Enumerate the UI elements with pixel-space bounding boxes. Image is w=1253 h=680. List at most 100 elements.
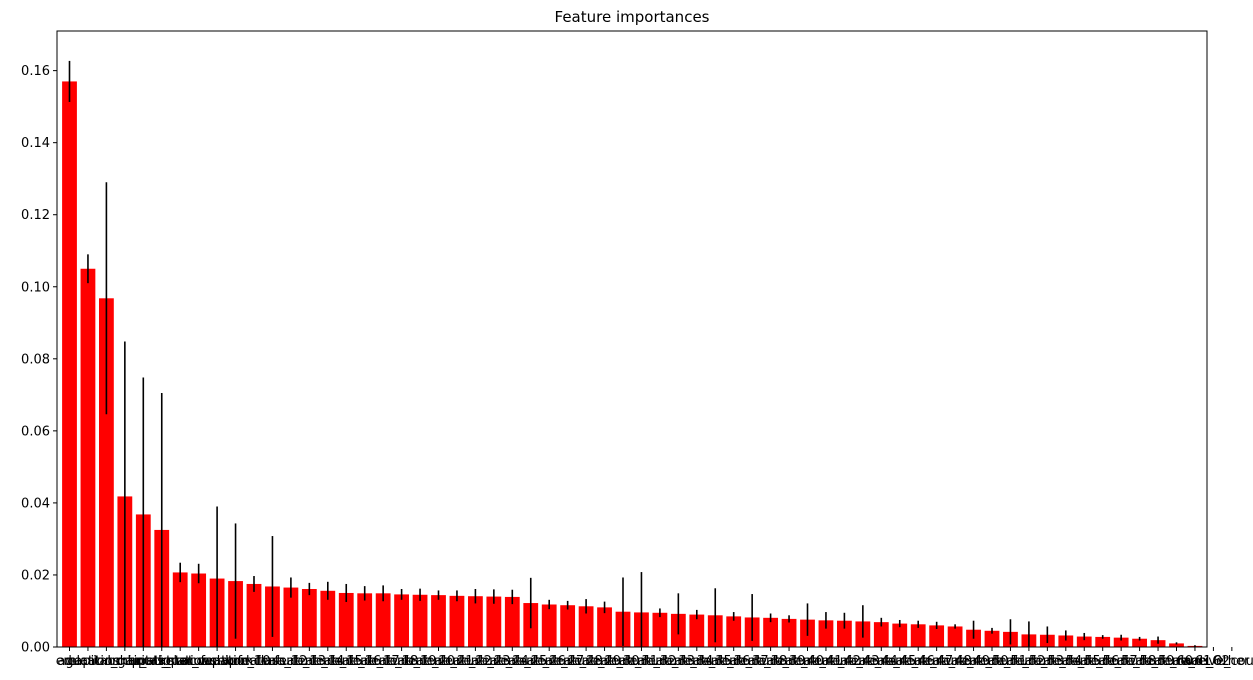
errorbars-group (68, 60, 1196, 647)
x-tick-label: feature_41 (773, 654, 843, 669)
bar (597, 607, 612, 647)
x-tick-label: feature_54 (1012, 654, 1082, 669)
bar (80, 268, 96, 647)
x-tick-label: feature_15 (293, 654, 363, 669)
bar (1076, 636, 1092, 647)
x-tick-label: feature_33 (625, 654, 695, 669)
y-axis-ticks: 0.00 0.02 0.04 0.06 0.08 0.10 0.12 0.14 0.16 (21, 64, 57, 656)
x-tick-label: feature_26 (496, 654, 566, 669)
x-tick-label: feature_17 (330, 654, 400, 669)
bar (763, 617, 778, 647)
bar (246, 583, 262, 647)
x-tick-label: feature_16 (311, 654, 381, 669)
y-tick-label: 0.02 (21, 568, 50, 583)
bar (892, 623, 908, 647)
bar (873, 622, 889, 647)
x-tick-label: feature_21 (404, 654, 474, 669)
y-tick-label: 0.12 (21, 208, 50, 223)
x-tick-label: feature_30 (570, 654, 640, 669)
bar (689, 614, 705, 647)
bar (818, 620, 834, 647)
bar (301, 589, 317, 647)
x-tick-label: feature_14 (274, 654, 344, 669)
x-tick-label: race_Other (1177, 654, 1250, 669)
x-tick-label: feature_19 (367, 654, 437, 669)
bar (1095, 636, 1111, 647)
x-tick-label: feature_48 (902, 654, 972, 669)
bar (468, 596, 483, 647)
bar (431, 595, 446, 647)
x-tick-label: feature_10 (201, 654, 271, 669)
y-tick-label: 0.16 (21, 64, 50, 79)
bar (910, 624, 926, 647)
y-tick-label: 0.06 (21, 424, 50, 439)
bar (357, 593, 373, 647)
x-tick-label: feature_22 (422, 654, 492, 669)
x-tick-label: feature_38 (717, 654, 787, 669)
bar (1132, 638, 1147, 647)
x-tick-label: feature_25 (477, 654, 547, 669)
bar (191, 573, 207, 647)
x-tick-label: feature_56 (1049, 654, 1119, 669)
x-tick-label: feature_27 (514, 654, 584, 669)
bar (449, 595, 465, 647)
x-tick-label: feature_40 (754, 654, 824, 669)
x-tick-label: feature_52 (975, 654, 1045, 669)
x-tick-label: feature_29 (551, 654, 621, 669)
x-tick-label: feature_18 (348, 654, 418, 669)
x-tick-label: feature_47 (883, 654, 953, 669)
bar (984, 630, 1000, 647)
y-tick-label: 0.00 (21, 641, 50, 656)
bar (486, 596, 502, 647)
bar (338, 592, 354, 647)
bar (504, 596, 520, 647)
x-tick-label: feature_35 (662, 654, 732, 669)
x-tick-label: feature_39 (736, 654, 806, 669)
x-tick-label: feature_44 (828, 654, 898, 669)
x-tick-label: feature_60 (1123, 654, 1193, 669)
bar (929, 625, 945, 647)
bar (837, 620, 852, 647)
x-tick-label: feature_62 (1160, 654, 1230, 669)
x-tick-label: feature_23 (440, 654, 510, 669)
plot-area-frame (56, 30, 1208, 648)
x-tick-label: feature_12 (237, 654, 307, 669)
x-tick-label: feature_32 (606, 654, 676, 669)
bar (726, 616, 742, 647)
x-tick-label: feature_31 (588, 654, 658, 669)
x-tick-label: feature_36 (680, 654, 750, 669)
x-tick-label: age (57, 654, 81, 669)
x-tick-label: feature_28 (533, 654, 603, 669)
x-tick-label: relationship_status (63, 654, 186, 669)
x-tick-label: marital_status (115, 654, 208, 669)
x-axis-ticks: ageeducationcapital_gainrelationship_sta… (56, 647, 1253, 669)
x-tick-label: feature_58 (1086, 654, 1156, 669)
x-tick-label: feature_57 (1068, 654, 1138, 669)
bar (320, 590, 336, 647)
bars-group (62, 81, 1203, 648)
bar (283, 587, 299, 647)
bar (1113, 637, 1129, 647)
bar (560, 605, 576, 647)
bar (541, 604, 557, 647)
y-tick-label: 0.14 (21, 136, 50, 151)
x-tick-label: feature_49 (920, 654, 990, 669)
x-tick-label: hours_per_week (128, 654, 234, 669)
bar (1058, 635, 1074, 647)
bar (99, 298, 114, 647)
bar (172, 572, 188, 647)
x-tick-label: feature_45 (846, 654, 916, 669)
x-tick-label: feature_42 (791, 654, 861, 669)
x-tick-label: native_country (1183, 654, 1253, 669)
x-tick-label: feature_43 (809, 654, 879, 669)
x-tick-label: workclass (222, 654, 286, 669)
x-tick-label: feature_46 (865, 654, 935, 669)
x-tick-label: feature_24 (459, 654, 529, 669)
x-tick-label: occupation (181, 654, 253, 669)
x-tick-label: education (56, 654, 121, 669)
x-tick-label: feature_51 (957, 654, 1027, 669)
bar (947, 626, 963, 647)
x-tick-label: feature_61 (1142, 654, 1212, 669)
